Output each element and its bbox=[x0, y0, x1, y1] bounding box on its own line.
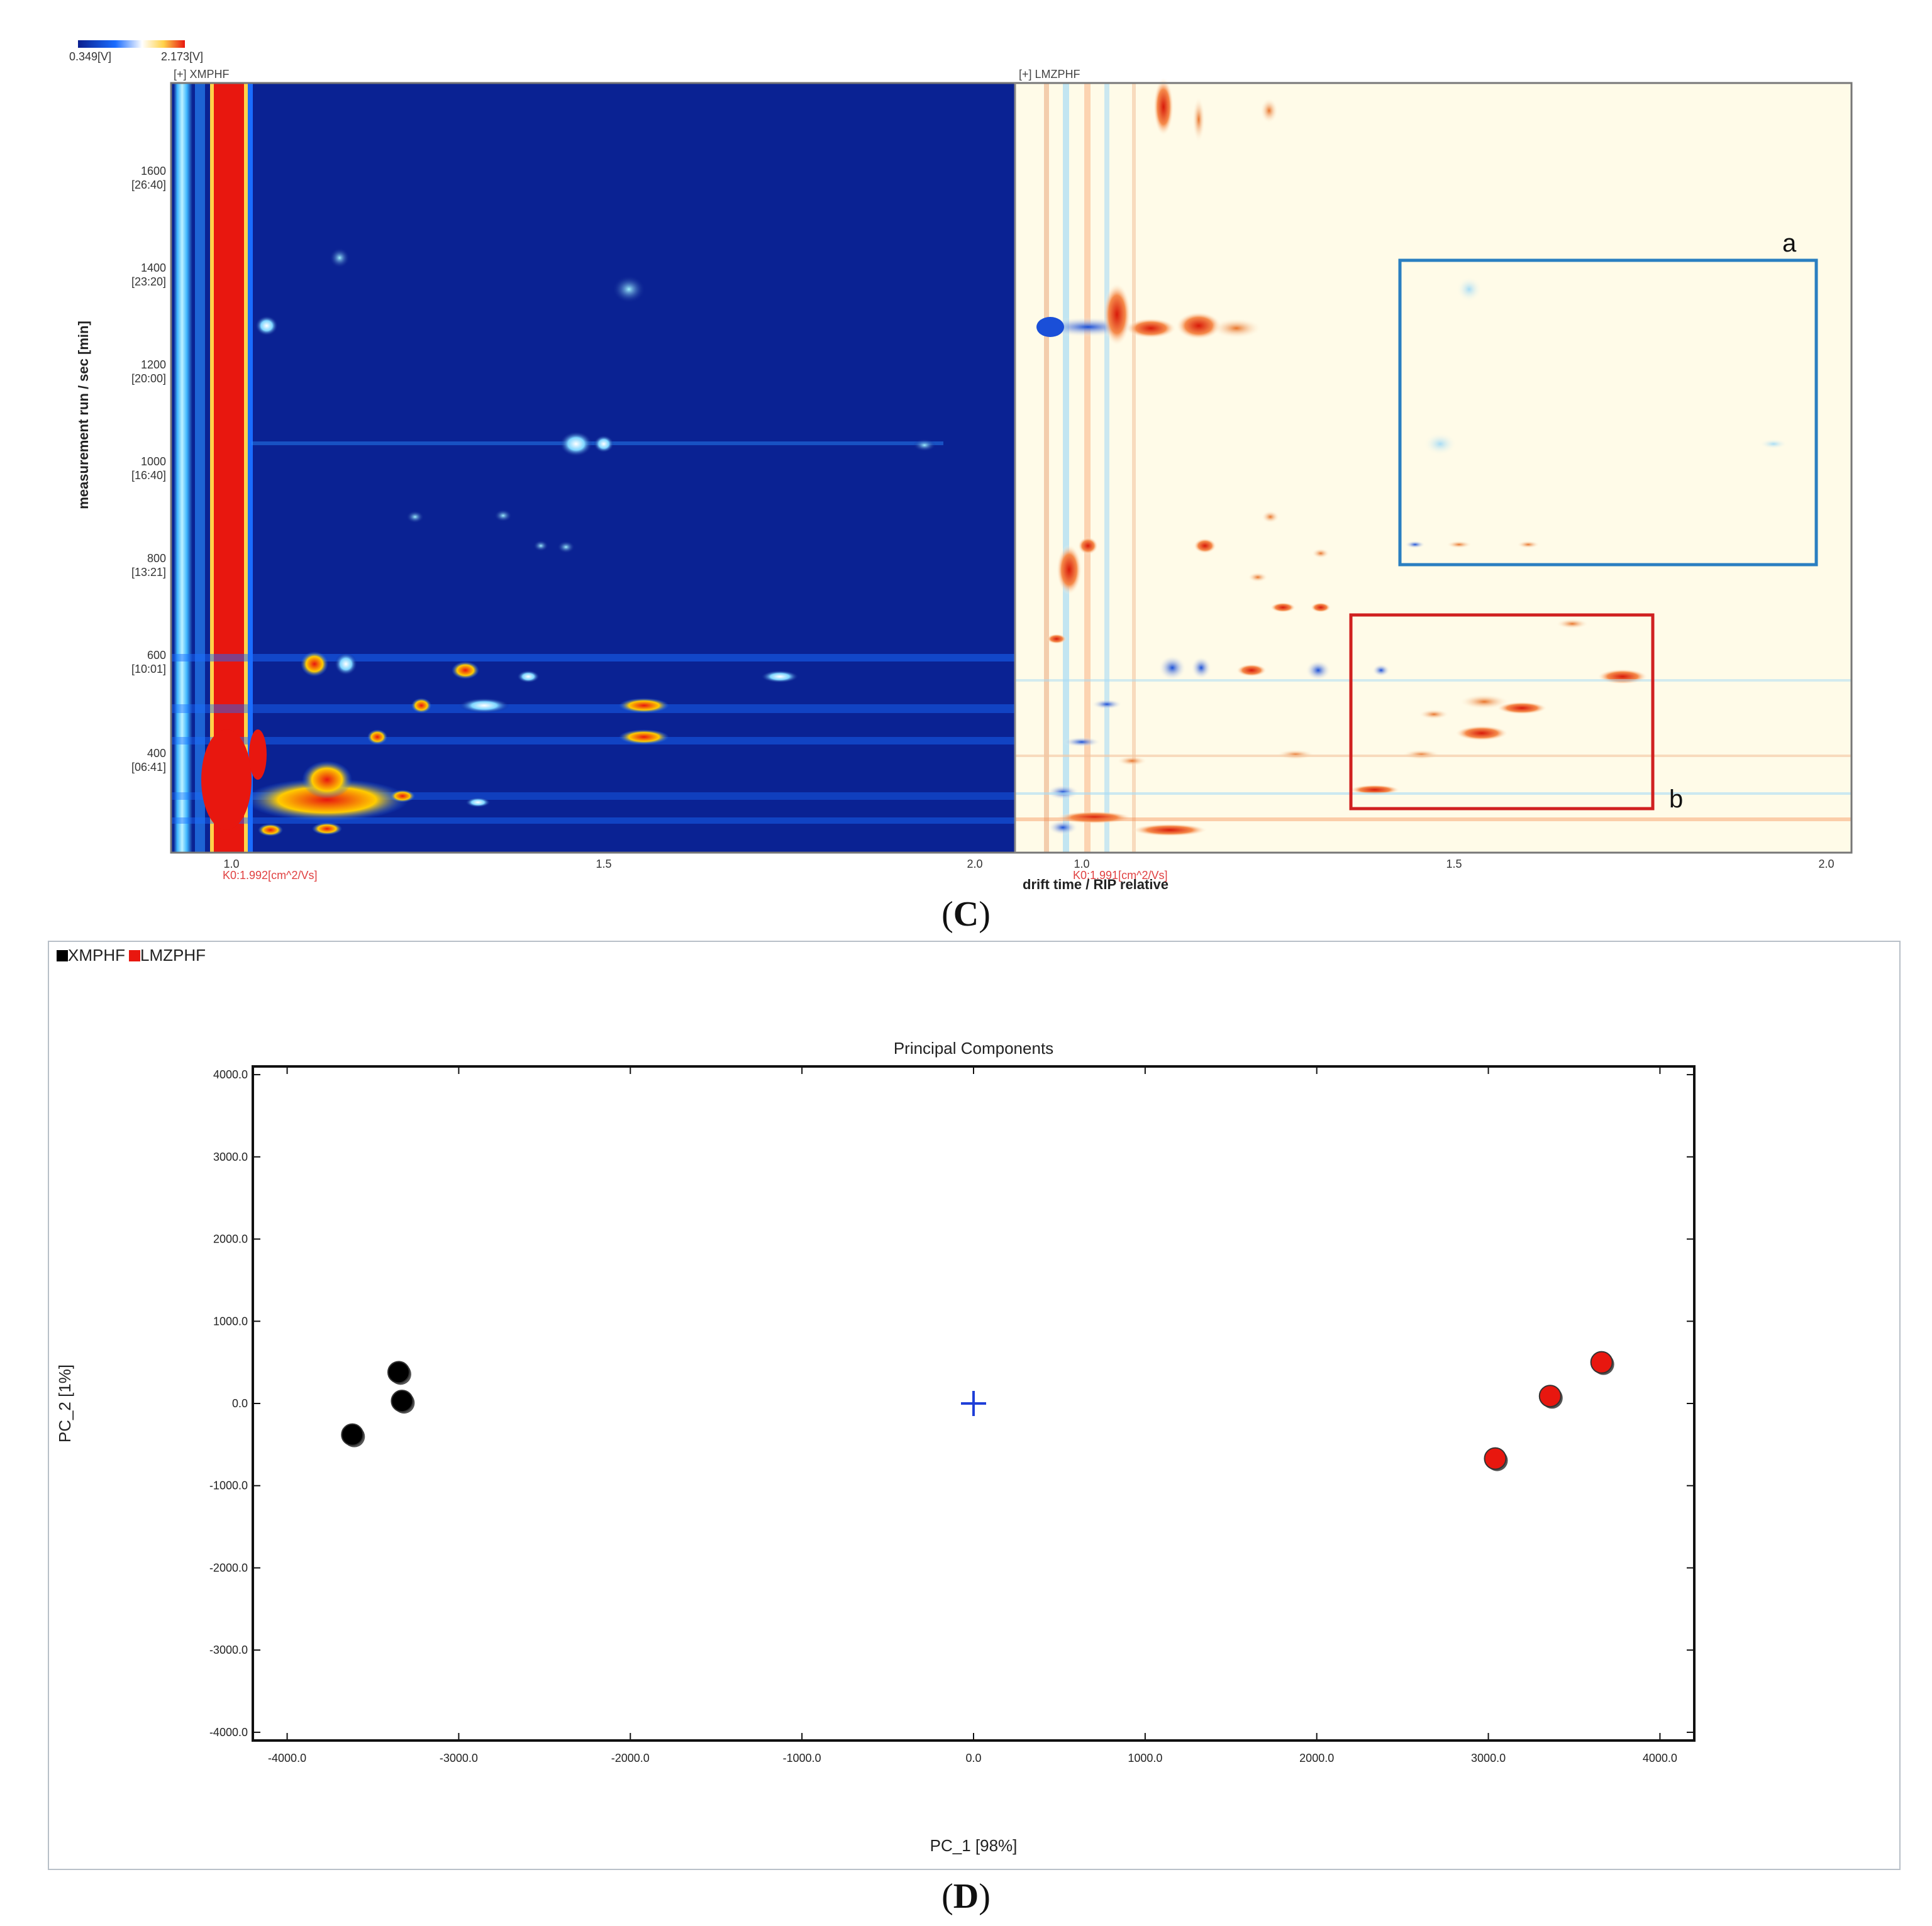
pca-point-lmzphf bbox=[1538, 1385, 1562, 1408]
y-ticks-panel-c: 1600 [26:40] 1400 [23:20] 1200 [20:00] 1… bbox=[131, 165, 166, 773]
y-tick-800: 800 bbox=[147, 552, 166, 565]
x-tick-left-1-0: 1.0 bbox=[223, 858, 239, 870]
panel-c-figure: 0.349[V] 2.173[V] bbox=[69, 40, 1853, 892]
region-box-b-label: b bbox=[1669, 785, 1683, 813]
pca-x-tick-label: -2000.0 bbox=[611, 1752, 650, 1764]
panel-d-letter: D bbox=[953, 1877, 979, 1916]
pca-x-tick-label: 2000.0 bbox=[1299, 1752, 1334, 1764]
colorbar bbox=[78, 40, 185, 48]
pca-panel-frame bbox=[48, 941, 1901, 1870]
pca-x-tick-label: 3000.0 bbox=[1471, 1752, 1506, 1764]
x-tick-right-2-0: 2.0 bbox=[1818, 858, 1834, 870]
pca-y-tick-label: -1000.0 bbox=[209, 1480, 248, 1492]
pca-y-tick-label: 0.0 bbox=[232, 1397, 248, 1410]
x-axis-label-panel-c: drift time / RIP relative bbox=[1023, 877, 1169, 892]
x-tick-right-1-0: 1.0 bbox=[1074, 858, 1089, 870]
y-tick-1200: 1200 bbox=[141, 358, 166, 371]
x-tick-right-1-5: 1.5 bbox=[1446, 858, 1462, 870]
pca-chart: Principal Components -4000.0 -3000.0 -2000… bbox=[55, 1039, 1696, 1855]
spectrum-label-xmphf: [+] XMPHF bbox=[174, 68, 230, 80]
pca-y-tick-label: 4000.0 bbox=[213, 1068, 248, 1081]
pca-axes: -4000.0 -3000.0 -2000.0 -1000.0 0.0 1000.0 200… bbox=[209, 1065, 1696, 1764]
pca-x-tick-label: -3000.0 bbox=[440, 1752, 478, 1764]
legend-swatch-xmphf bbox=[57, 949, 68, 961]
pca-point-xmphf bbox=[387, 1361, 410, 1384]
pca-y-axis-label: PC_2 [1%] bbox=[55, 1364, 74, 1442]
pca-y-tick-label: -2000.0 bbox=[209, 1561, 248, 1574]
y-tick-800-time: [13:21] bbox=[131, 566, 166, 578]
pca-point-lmzphf bbox=[1484, 1447, 1507, 1470]
pca-y-tick-label: -3000.0 bbox=[209, 1644, 248, 1656]
legend-item-lmzphf: LMZPHF bbox=[129, 946, 206, 965]
legend-label-lmzphf: LMZPHF bbox=[140, 946, 206, 965]
legend-label-xmphf: XMPHF bbox=[68, 946, 125, 965]
y-tick-400-time: [06:41] bbox=[131, 761, 166, 773]
rip-label-left: K0:1.992[cm^2/Vs] bbox=[223, 869, 318, 882]
spectrum-xmphf bbox=[171, 83, 1015, 853]
rip-label-right: K0:1.991[cm^2/Vs] bbox=[1073, 869, 1168, 882]
pca-y-tick-label: 1000.0 bbox=[213, 1315, 248, 1327]
y-tick-1600-time: [26:40] bbox=[131, 179, 166, 191]
legend-swatch-lmzphf bbox=[129, 949, 140, 961]
legend-item-xmphf: XMPHF bbox=[57, 946, 125, 965]
x-ticks-panel-c: 1.0 1.5 2.0 1.0 1.5 2.0 bbox=[223, 858, 1834, 870]
x-tick-left-2-0: 2.0 bbox=[967, 858, 982, 870]
pca-x-tick-label: -4000.0 bbox=[268, 1752, 306, 1764]
y-tick-1000-time: [16:40] bbox=[131, 469, 166, 482]
pca-point-xmphf bbox=[341, 1423, 364, 1446]
pca-x-tick-label: 0.0 bbox=[965, 1752, 981, 1764]
colorbar-max-label: 2.173[V] bbox=[161, 50, 203, 63]
spectrum-lmzphf bbox=[1015, 78, 1852, 853]
pca-x-tick-label: -1000.0 bbox=[783, 1752, 821, 1764]
y-tick-1600: 1600 bbox=[141, 165, 166, 177]
pca-y-tick-label: 3000.0 bbox=[213, 1151, 248, 1163]
y-tick-1200-time: [20:00] bbox=[131, 372, 166, 385]
pca-points bbox=[341, 1351, 1614, 1471]
spectrum-frame bbox=[170, 82, 1853, 854]
panel-c-letter: C bbox=[953, 895, 979, 934]
y-tick-1400: 1400 bbox=[141, 262, 166, 274]
pca-point-lmzphf bbox=[1590, 1351, 1613, 1374]
y-tick-1400-time: [23:20] bbox=[131, 275, 166, 288]
pca-x-axis-label: PC_1 [98%] bbox=[930, 1836, 1018, 1855]
y-axis-label-panel-c: measurement run / sec [min] bbox=[75, 321, 91, 509]
colorbar-min-label: 0.349[V] bbox=[69, 50, 111, 63]
y-tick-600: 600 bbox=[147, 649, 166, 661]
y-tick-400: 400 bbox=[147, 747, 166, 760]
region-box-b bbox=[1349, 613, 1655, 811]
y-tick-1000: 1000 bbox=[141, 455, 166, 468]
pca-title: Principal Components bbox=[894, 1039, 1053, 1058]
region-box-a bbox=[1398, 258, 1818, 567]
pca-x-tick-label: 4000.0 bbox=[1643, 1752, 1677, 1764]
pca-x-tick-label: 1000.0 bbox=[1128, 1752, 1162, 1764]
pca-point-xmphf bbox=[391, 1390, 414, 1413]
y-tick-600-time: [10:01] bbox=[131, 663, 166, 675]
panel-d-caption: (D) bbox=[941, 1877, 991, 1916]
pca-y-tick-label: 2000.0 bbox=[213, 1233, 248, 1246]
panel-c-caption: (C) bbox=[941, 895, 991, 934]
x-tick-left-1-5: 1.5 bbox=[596, 858, 611, 870]
pca-legend: XMPHF LMZPHF bbox=[57, 946, 206, 965]
spectrum-label-lmzphf: [+] LMZPHF bbox=[1019, 68, 1080, 80]
region-box-a-label: a bbox=[1782, 230, 1797, 257]
pca-y-tick-label: -4000.0 bbox=[209, 1726, 248, 1739]
